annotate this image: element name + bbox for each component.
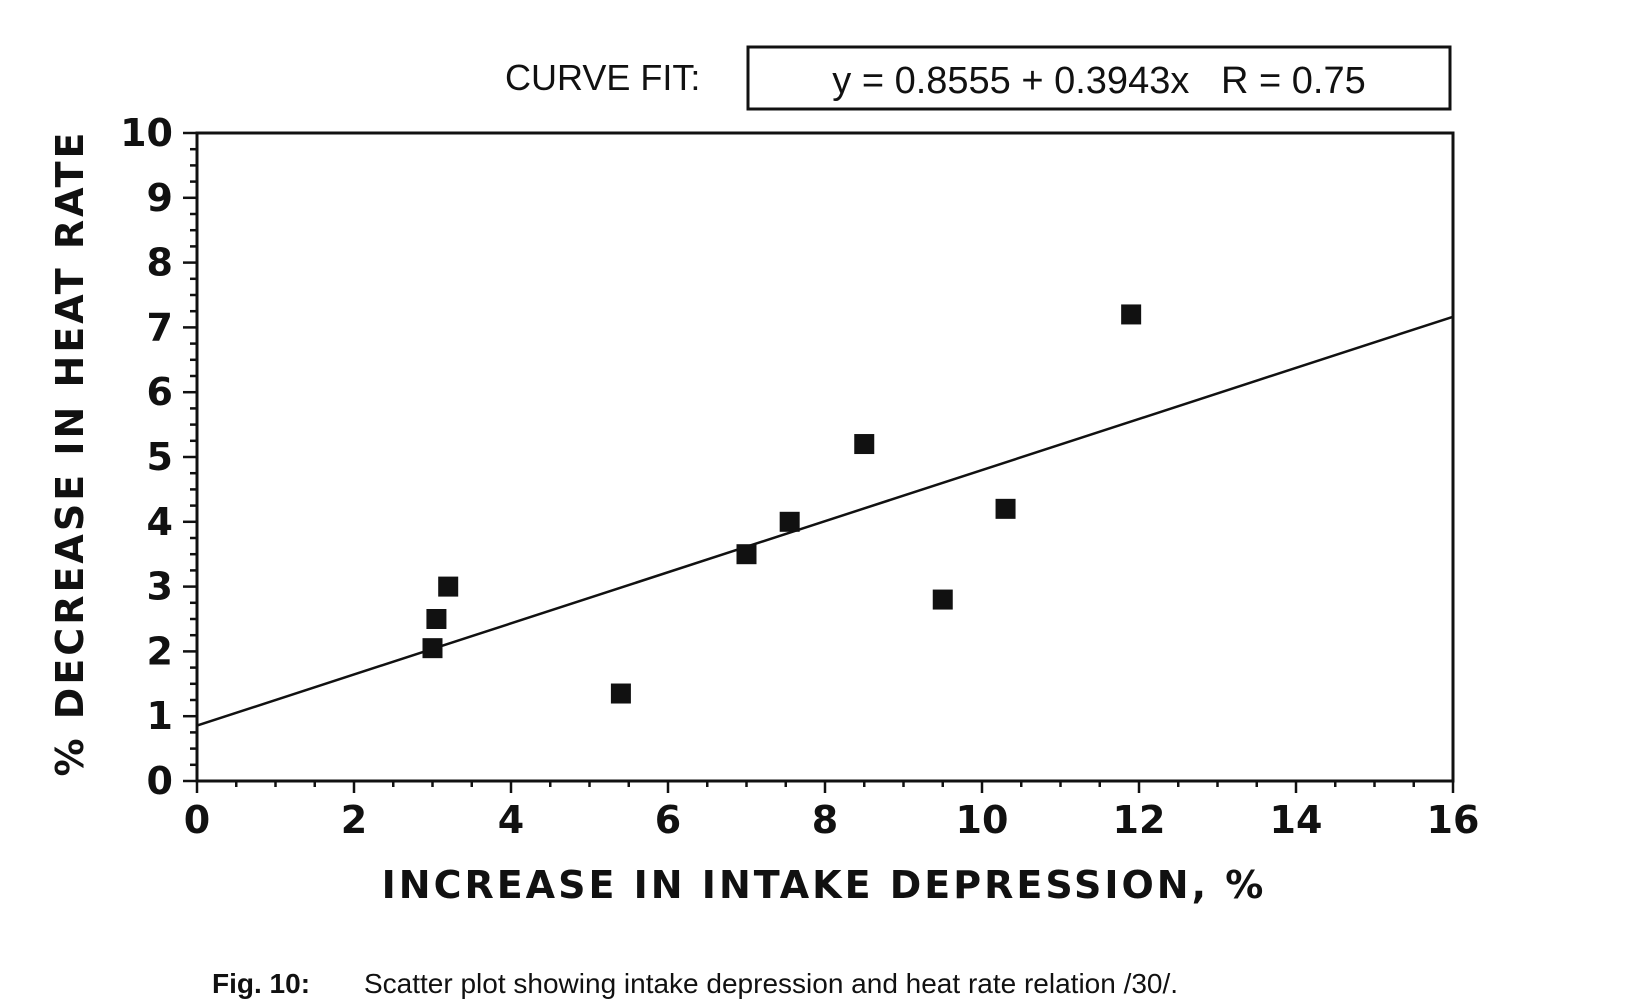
y-tick-label: 7 — [147, 305, 173, 349]
curve-fit-box — [746, 45, 1452, 111]
data-point — [422, 638, 443, 659]
figure-number: Fig. 10: — [212, 968, 311, 999]
curve-fit-label: CURVE FIT: — [505, 57, 700, 98]
regression-line — [196, 315, 1454, 727]
y-tick-label: 8 — [147, 241, 173, 285]
data-points — [422, 304, 1142, 704]
y-tick-label: 1 — [147, 694, 173, 738]
x-tick-label: 12 — [1113, 798, 1166, 842]
curve-fit-equation: y = 0.8555 + 0.3943x R = 0.75 — [832, 60, 1365, 102]
data-point — [779, 511, 800, 532]
axis-ticks — [183, 131, 1455, 793]
x-tick-label: 14 — [1270, 798, 1323, 842]
data-point — [438, 576, 459, 597]
y-tick-label: 10 — [120, 111, 173, 155]
plot-frame — [195, 131, 1455, 783]
x-tick-label: 8 — [812, 798, 838, 842]
y-tick-label: 2 — [147, 629, 173, 673]
y-tick-label: 0 — [147, 759, 173, 803]
x-tick-label: 0 — [184, 798, 210, 842]
x-tick-label: 16 — [1427, 798, 1480, 842]
data-point — [736, 544, 757, 565]
y-axis-title: % DECREASE IN HEAT RATE — [48, 129, 92, 776]
caption-text: Scatter plot showing intake depression a… — [364, 968, 1179, 999]
data-point — [1121, 304, 1142, 325]
figure-caption: Fig. 10: Scatter plot showing intake depr… — [212, 968, 1178, 1000]
scatter-chart: CURVE FIT: y = 0.8555 + 0.3943x R = 0.75… — [48, 45, 1479, 907]
data-point — [854, 434, 875, 455]
x-axis-title: INCREASE IN INTAKE DEPRESSION, % — [382, 863, 1267, 907]
data-point — [995, 498, 1016, 519]
y-tick-label: 6 — [147, 370, 173, 414]
y-tick-label: 4 — [147, 500, 173, 544]
data-point — [932, 589, 953, 610]
x-tick-label: 4 — [498, 798, 524, 842]
x-tick-label: 10 — [956, 798, 1009, 842]
data-point — [610, 683, 631, 704]
x-tick-label: 2 — [341, 798, 367, 842]
y-tick-label: 3 — [147, 565, 173, 609]
y-tick-label: 9 — [147, 176, 173, 220]
x-tick-label: 6 — [655, 798, 681, 842]
data-point — [426, 609, 447, 629]
y-tick-label: 5 — [147, 435, 173, 479]
